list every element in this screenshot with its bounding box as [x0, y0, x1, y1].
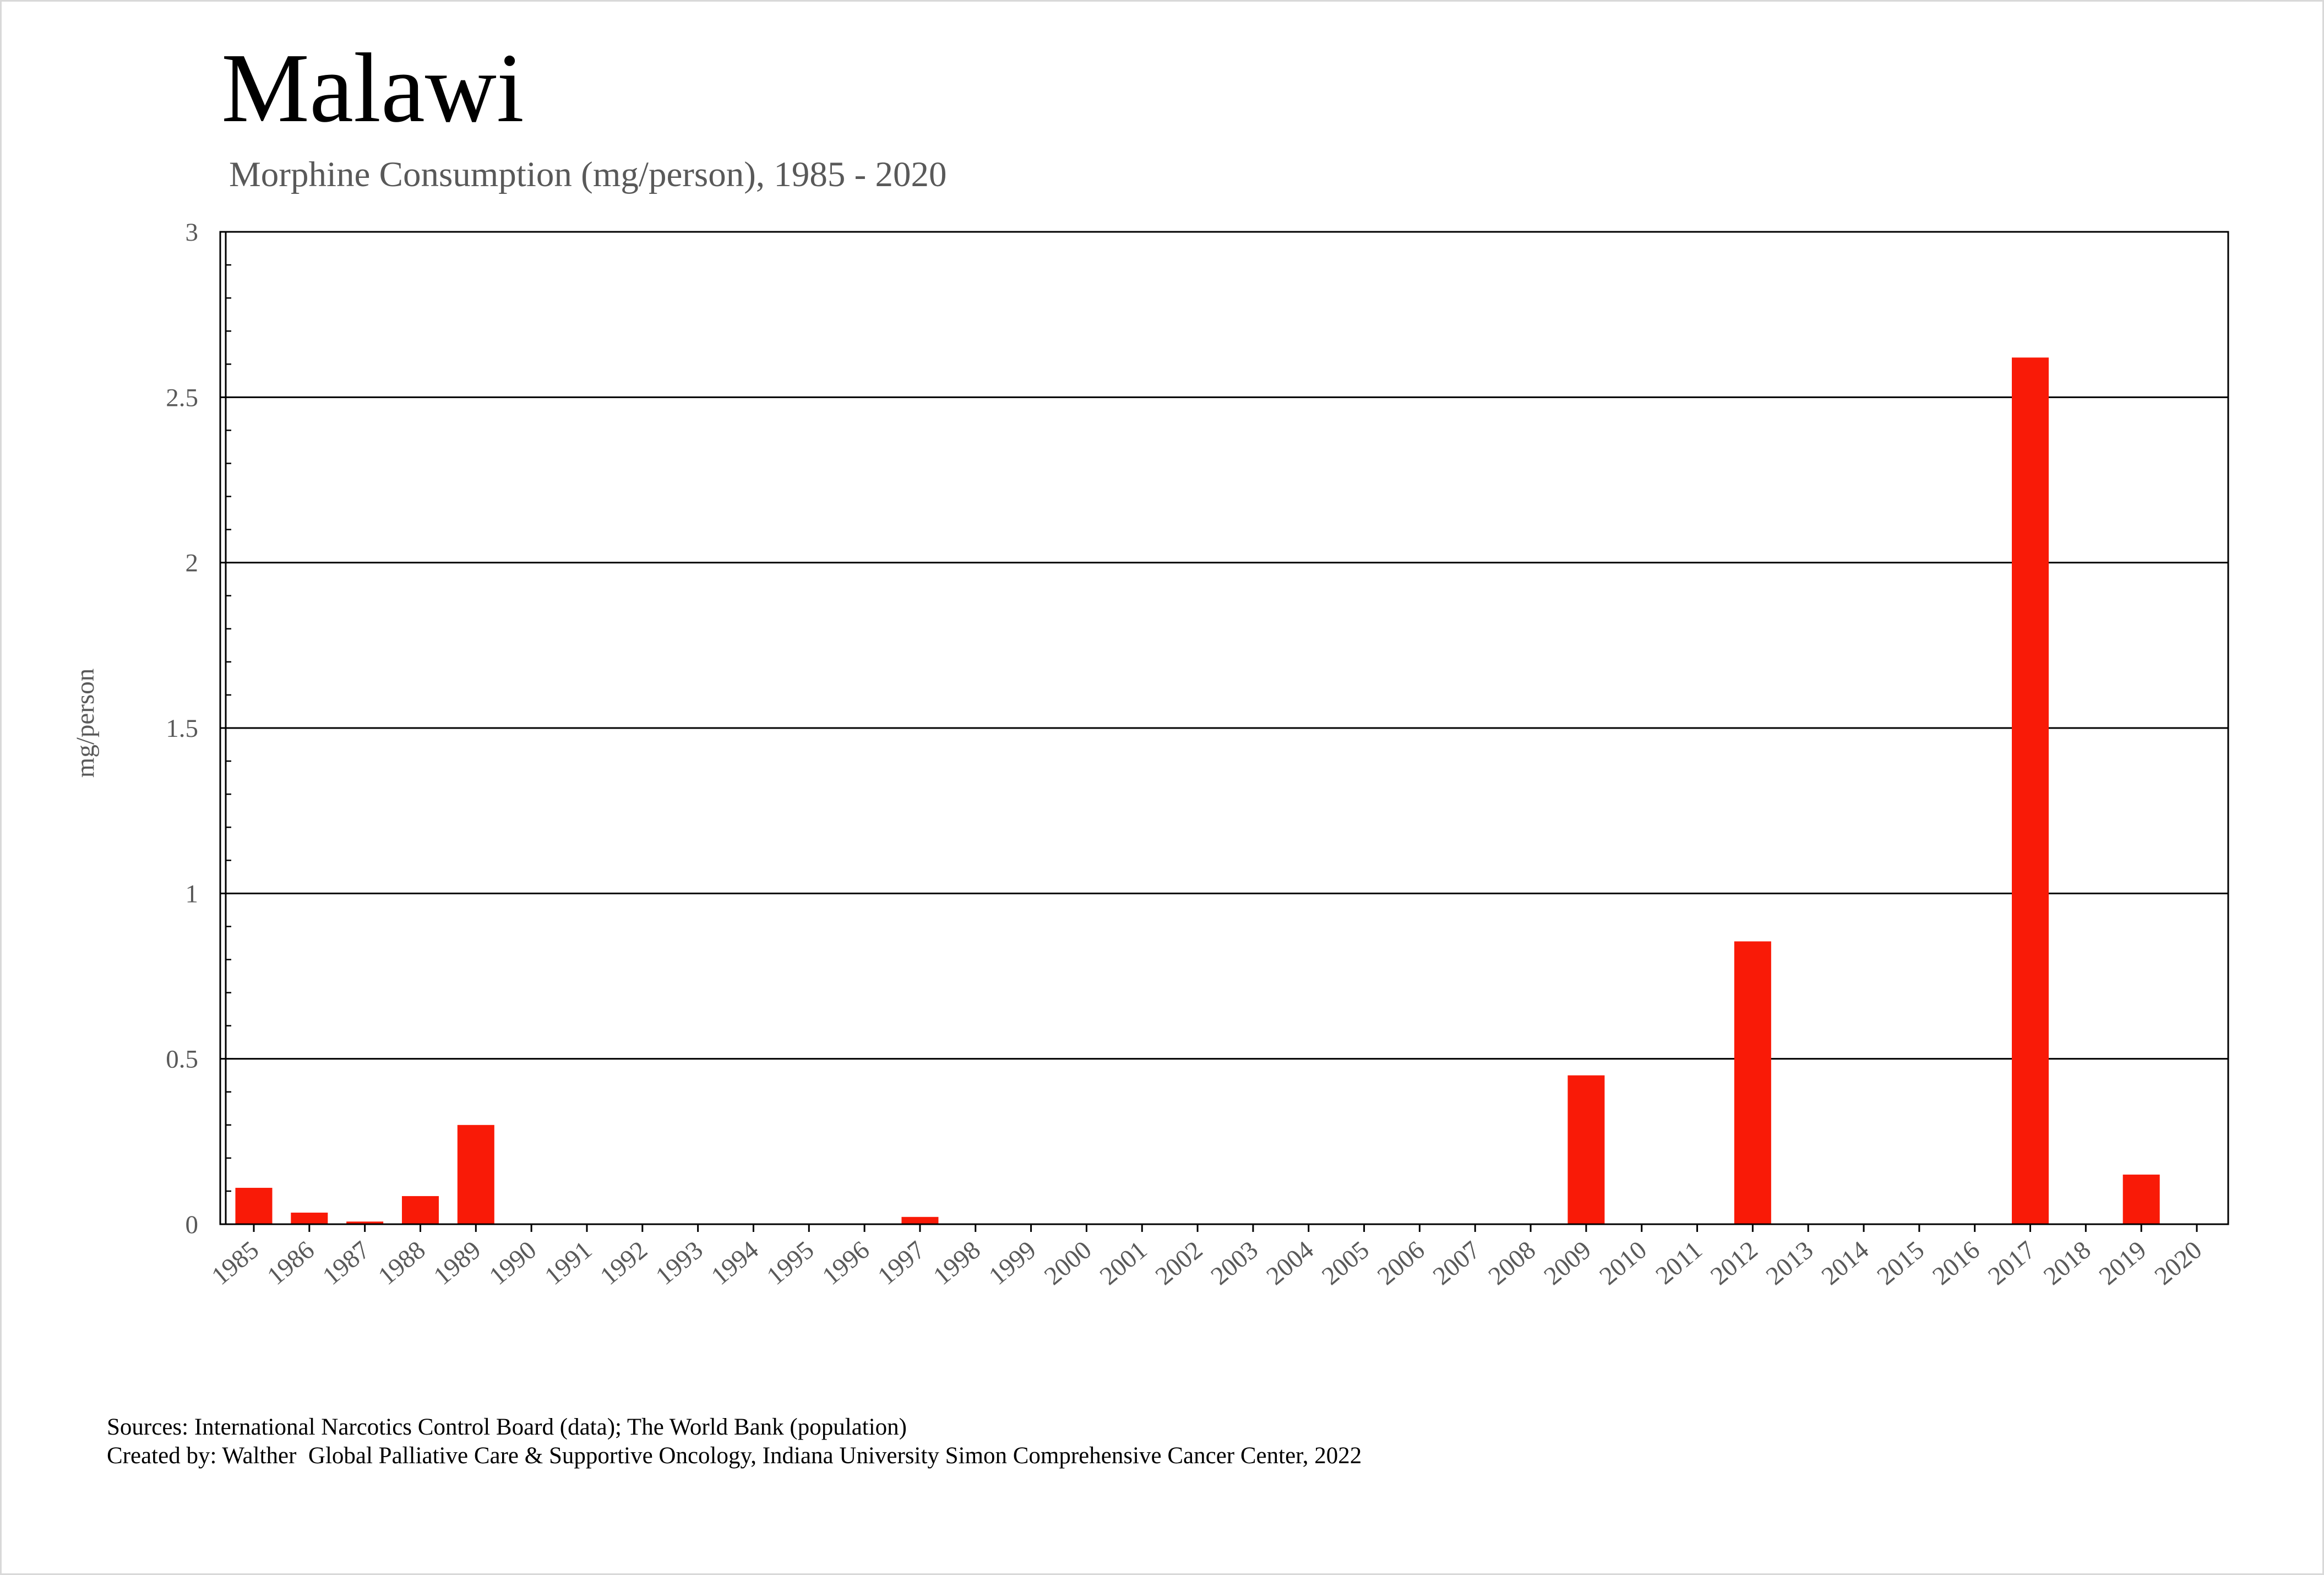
- y-tick-label: 3: [186, 218, 199, 247]
- x-tick-label: 2012: [1705, 1236, 1763, 1291]
- x-tick-label: 2000: [1039, 1236, 1097, 1291]
- y-axis-title: mg/person: [71, 669, 100, 778]
- x-tick-label: 2009: [1539, 1236, 1597, 1291]
- x-tick-label: 2015: [1871, 1236, 1929, 1291]
- x-tick-label: 1990: [484, 1236, 542, 1291]
- x-tick-label: 2003: [1206, 1236, 1264, 1291]
- x-tick-label: 2019: [2094, 1236, 2152, 1291]
- bar-2009: [1568, 1075, 1605, 1224]
- x-tick-labels: 1985198619871988198919901991199219931994…: [206, 1236, 2207, 1291]
- x-tick-label: 2007: [1428, 1236, 1485, 1291]
- x-tick-label: 2006: [1372, 1236, 1430, 1291]
- y-tick-label: 1.5: [166, 714, 198, 743]
- x-tick-label: 1998: [928, 1236, 986, 1291]
- bar-2017: [2012, 357, 2049, 1224]
- x-tick-label: 2001: [1095, 1236, 1152, 1291]
- bar-1989: [457, 1125, 494, 1224]
- sources-note: Sources: International Narcotics Control…: [107, 1414, 907, 1440]
- x-tick-label: 2020: [2149, 1236, 2207, 1291]
- x-tick-label: 1997: [873, 1236, 930, 1291]
- y-tick-label: 0: [186, 1210, 199, 1239]
- y-tick-label: 2.5: [166, 383, 198, 412]
- x-tick-label: 2018: [2038, 1236, 2096, 1291]
- x-tick-label: 2016: [1927, 1236, 1985, 1291]
- y-tick-labels: 0 0.5 1 1.5 2 2.5 3: [166, 218, 198, 1239]
- x-tick-label: 1993: [650, 1236, 708, 1291]
- bar-1997: [901, 1216, 939, 1224]
- chart-subtitle: Morphine Consumption (mg/person), 1985 -…: [229, 155, 947, 194]
- x-tick-label: 2014: [1816, 1236, 1874, 1291]
- y-tick-label: 0.5: [166, 1045, 198, 1074]
- plot-border: [219, 231, 2229, 1225]
- bar-2019: [2122, 1174, 2160, 1224]
- x-tick-label: 1988: [373, 1236, 431, 1291]
- x-tick-label: 2010: [1594, 1236, 1652, 1291]
- bar-2012: [1734, 941, 1771, 1224]
- x-tick-label: 2013: [1761, 1236, 1819, 1291]
- credits-note: Created by: Walther Global Palliative Ca…: [107, 1443, 1362, 1469]
- x-tick-label: 1994: [706, 1236, 764, 1291]
- bar-1987: [346, 1221, 384, 1224]
- chart-title: Malawi: [221, 33, 524, 143]
- bar-1988: [401, 1196, 439, 1224]
- x-tick-label: 1995: [761, 1236, 819, 1291]
- x-tick-label: 2008: [1483, 1236, 1541, 1291]
- x-tick-label: 1999: [983, 1236, 1041, 1291]
- x-tick-label: 2011: [1651, 1236, 1708, 1290]
- bars: [235, 357, 2160, 1224]
- x-tick-label: 1986: [262, 1236, 319, 1291]
- x-tick-label: 2002: [1150, 1236, 1208, 1291]
- grid-lines: [220, 396, 2228, 1060]
- x-tick-label: 1991: [540, 1236, 597, 1291]
- x-tick-label: 1989: [428, 1236, 486, 1291]
- x-tick-label: 1985: [206, 1236, 264, 1291]
- x-tick-label: 2004: [1261, 1236, 1319, 1291]
- axes: [219, 231, 2229, 1232]
- x-tick-label: 2005: [1316, 1236, 1374, 1291]
- y-tick-label: 1: [186, 879, 199, 908]
- x-tick-label: 1992: [595, 1236, 652, 1291]
- bar-1986: [291, 1212, 328, 1224]
- bar-1985: [235, 1187, 273, 1224]
- x-tick-label: 2017: [1983, 1236, 2040, 1291]
- x-tick-label: 1987: [317, 1236, 375, 1291]
- x-tick-label: 1996: [817, 1236, 875, 1291]
- y-tick-label: 2: [186, 549, 199, 578]
